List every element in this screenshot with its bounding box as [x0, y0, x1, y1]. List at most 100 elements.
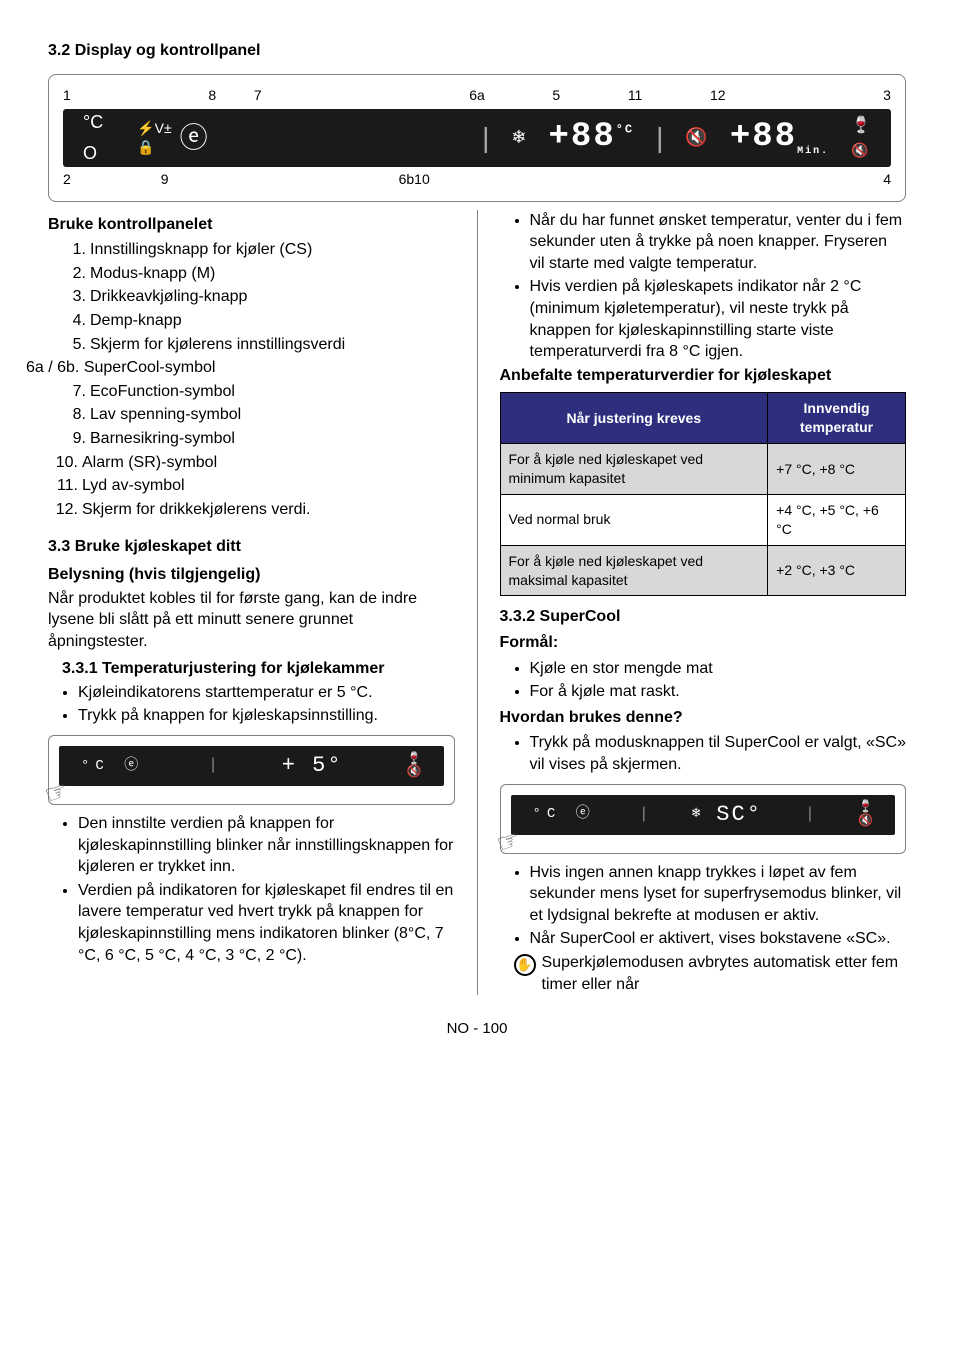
callout: 5: [552, 86, 560, 105]
mode-icon: O: [83, 141, 103, 165]
control-panel-diagram: 1 8 7 6a 5 11 12 3 °C O ⚡V± 🔒 ⓔ | ❄ +88°…: [48, 74, 906, 202]
callout: 1: [63, 86, 71, 105]
callout: 8: [208, 86, 216, 105]
list-item: Når du har funnet ønsket temperatur, ven…: [530, 210, 907, 275]
list-item: 4.Demp-knapp: [62, 310, 455, 332]
bullet-list: Hvis ingen annen knapp trykkes i løpet a…: [500, 862, 907, 950]
callout: 6a: [469, 86, 485, 105]
list-item: 7.EcoFunction-symbol: [62, 381, 455, 403]
note-row: ✋ Superkjølemodusen avbrytes automatisk …: [500, 952, 907, 995]
table-row: For å kjøle ned kjøleskapet ved maksimal…: [500, 545, 906, 596]
table-cell: +4 °C, +5 °C, +6 °C: [768, 494, 906, 545]
callout: 11: [628, 86, 643, 105]
display-mockup: °C O ⚡V± 🔒 ⓔ | ❄ +88°C | 🔇 +88Min. 🍷 🔇: [63, 109, 891, 167]
list-item: Når SuperCool er aktivert, vises bokstav…: [530, 928, 907, 950]
heading-purpose: Formål:: [500, 632, 907, 654]
list-item: Trykk på modusknappen til SuperCool er v…: [530, 732, 907, 775]
table-cell: +2 °C, +3 °C: [768, 545, 906, 596]
display-mid: + 5°: [282, 751, 343, 781]
column-divider: [477, 210, 478, 996]
body-text: Når produktet kobles til for første gang…: [48, 588, 455, 653]
table-row: Ved normal bruk +4 °C, +5 °C, +6 °C: [500, 494, 906, 545]
glass-icon: 🍷: [858, 801, 873, 814]
table-cell: Ved normal bruk: [500, 494, 768, 545]
divider: |: [482, 119, 489, 157]
left-column: Bruke kontrollpanelet 1.Innstillingsknap…: [48, 210, 455, 996]
display-mid: ❄ SC°: [692, 800, 762, 830]
table-header: Innvendig temperatur: [768, 393, 906, 444]
callout: 12: [710, 86, 726, 105]
snow-icon: ❄: [511, 125, 526, 149]
list-item: Hvis ingen annen knapp trykkes i løpet a…: [530, 862, 907, 927]
list-item: Den innstilte verdien på knappen for kjø…: [78, 813, 455, 878]
mute-icon: 🔇: [858, 815, 873, 828]
bullet-list: Kjøle en stor mengde mat For å kjøle mat…: [500, 658, 907, 703]
table-cell: For å kjøle ned kjøleskapet ved minimum …: [500, 444, 768, 495]
right-column: Når du har funnet ønsket temperatur, ven…: [500, 210, 907, 996]
legend-list: 1.Innstillingsknapp for kjøler (CS) 2.Mo…: [48, 239, 455, 520]
callout: 3: [883, 86, 891, 105]
display-example-2: ☞ °C ⓔ | ❄ SC° | 🍷 🔇: [500, 784, 907, 854]
temp-display: +88°C: [549, 115, 635, 161]
timer-display: +88Min.: [730, 115, 829, 161]
list-item: 5.Skjerm for kjølerens innstillingsverdi: [62, 334, 455, 356]
heading-how-to-use: Hvordan brukes denne?: [500, 707, 907, 729]
lock-icon: 🔒: [137, 138, 171, 157]
heading-3-3-2: 3.3.2 SuperCool: [500, 606, 907, 628]
heading-3-3: 3.3 Bruke kjøleskapet ditt: [48, 536, 455, 558]
display-left: °C ⓔ: [81, 757, 144, 776]
display-left: °C ⓔ: [533, 805, 596, 824]
bullet-list: Når du har funnet ønsket temperatur, ven…: [500, 210, 907, 363]
callout: 9: [161, 170, 169, 189]
list-item: Hvis verdien på kjøleskapets indikator n…: [530, 276, 907, 362]
eco-icon: ⓔ: [180, 119, 208, 157]
list-item: Kjøle en stor mengde mat: [530, 658, 907, 680]
deg-c-icon: °C: [83, 110, 103, 134]
list-item: 2.Modus-knapp (M): [62, 263, 455, 285]
list-item: 6a / 6b. SuperCool-symbol: [26, 357, 455, 379]
list-item: Kjøleindikatorens starttemperatur er 5 °…: [78, 682, 455, 704]
volt-icon: ⚡V±: [137, 119, 171, 138]
callout: 4: [883, 170, 891, 189]
callout: 10: [414, 170, 430, 189]
list-item: 9.Barnesikring-symbol: [62, 428, 455, 450]
heading-lighting: Belysning (hvis tilgjengelig): [48, 564, 455, 586]
divider: |: [656, 119, 663, 157]
callout-top-row: 1 8 7 6a 5 11 12 3: [63, 83, 891, 109]
list-item: For å kjøle mat raskt.: [530, 681, 907, 703]
table-cell: +7 °C, +8 °C: [768, 444, 906, 495]
list-item: 3.Drikkeavkjøling-knapp: [62, 286, 455, 308]
page-footer: NO - 100: [48, 1019, 906, 1039]
callout: 6b: [399, 170, 415, 189]
bullet-list: Kjøleindikatorens starttemperatur er 5 °…: [48, 682, 455, 727]
list-item: 1.Innstillingsknapp for kjøler (CS): [62, 239, 455, 261]
list-item: 8.Lav spenning-symbol: [62, 404, 455, 426]
callout-bottom-row: 2 9 6b 10 4: [63, 167, 891, 193]
heading-use-control-panel: Bruke kontrollpanelet: [48, 214, 455, 236]
glass-icon: 🍷: [851, 115, 871, 137]
bullet-list: Trykk på modusknappen til SuperCool er v…: [500, 732, 907, 775]
table-header: Når justering kreves: [500, 393, 768, 444]
mute-icon: 🔇: [407, 766, 422, 779]
note-text: Superkjølemodusen avbrytes automatisk et…: [542, 952, 907, 995]
table-header-row: Når justering kreves Innvendig temperatu…: [500, 393, 906, 444]
list-item: Trykk på knappen for kjøleskapsinnstilli…: [78, 705, 455, 727]
callout: 2: [63, 170, 71, 189]
heading-3-3-1: 3.3.1 Temperaturjustering for kjølekamme…: [48, 658, 455, 680]
list-item: Verdien på indikatoren for kjøleskapet f…: [78, 880, 455, 966]
table-row: For å kjøle ned kjøleskapet ved minimum …: [500, 444, 906, 495]
heading-recommended-temps: Anbefalte temperaturverdier for kjøleska…: [500, 365, 907, 387]
snow-icon: ❄: [692, 805, 702, 824]
mute-icon: 🔇: [851, 141, 871, 160]
mute-icon: 🔇: [685, 125, 707, 149]
table-cell: For å kjøle ned kjøleskapet ved maksimal…: [500, 545, 768, 596]
list-item: 10.Alarm (SR)-symbol: [54, 452, 455, 474]
bullet-list: Den innstilte verdien på knappen for kjø…: [48, 813, 455, 966]
list-item: 12.Skjerm for drikkekjølerens verdi.: [54, 499, 455, 521]
list-item: 11.Lyd av-symbol: [54, 475, 455, 497]
section-title: 3.2 Display og kontrollpanel: [48, 40, 906, 62]
callout: 7: [254, 86, 262, 105]
temp-table: Når justering kreves Innvendig temperatu…: [500, 392, 907, 596]
info-icon: ✋: [514, 954, 536, 976]
display-example-1: ☞ °C ⓔ | + 5° 🍷 🔇: [48, 735, 455, 805]
